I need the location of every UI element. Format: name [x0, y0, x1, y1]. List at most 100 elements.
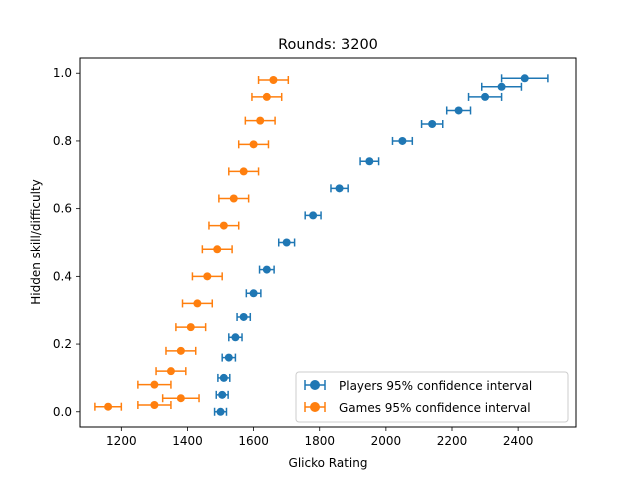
data-point: [244, 116, 276, 125]
point-marker: [282, 238, 291, 247]
data-point: [237, 140, 270, 149]
point-marker: [186, 323, 195, 332]
data-point: [137, 380, 172, 389]
data-point: [391, 136, 414, 145]
series-1: [94, 76, 290, 411]
point-marker: [454, 106, 463, 115]
point-marker: [176, 346, 185, 355]
data-point: [215, 390, 229, 399]
point-marker: [398, 136, 407, 145]
point-marker: [219, 373, 228, 382]
point-marker: [150, 400, 159, 409]
y-tick-label: 0.6: [53, 202, 72, 216]
point-marker: [219, 221, 228, 230]
data-point: [94, 402, 123, 411]
point-marker: [239, 312, 248, 321]
data-point: [175, 323, 207, 332]
point-marker: [229, 194, 238, 203]
data-point: [500, 74, 549, 83]
data-point: [304, 211, 322, 220]
point-marker: [428, 120, 437, 129]
y-axis-ticks: 0.0 0.2 0.4 0.6 0.8 1.0: [53, 66, 80, 419]
point-marker: [249, 140, 258, 149]
chart-title: Rounds: 3200: [278, 37, 378, 53]
y-tick-label: 0.2: [53, 337, 72, 351]
data-point: [161, 394, 200, 403]
point-marker: [262, 92, 271, 101]
x-axis-label: Glicko Rating: [289, 456, 368, 470]
point-marker: [218, 390, 227, 399]
data-point: [277, 238, 296, 247]
y-tick-label: 0.0: [53, 405, 72, 419]
data-point: [359, 157, 380, 166]
data-point: [155, 367, 187, 376]
point-marker: [213, 245, 222, 254]
data-point: [218, 194, 250, 203]
data-point: [467, 92, 503, 101]
data-point: [251, 92, 283, 101]
data-point: [228, 167, 260, 176]
point-marker: [365, 157, 374, 166]
data-point: [191, 272, 223, 281]
point-marker: [309, 211, 318, 220]
plot-frame: [79, 57, 577, 428]
legend-marker-players: [304, 380, 326, 390]
x-axis-ticks: 1200 1400 1600 1800 2000 2200 2400: [106, 427, 533, 448]
point-marker: [497, 82, 506, 91]
data-point: [258, 265, 275, 274]
point-marker: [269, 76, 278, 85]
data-point: [245, 289, 262, 298]
data-point: [481, 82, 523, 91]
point-marker: [520, 74, 529, 83]
legend-label-players: Players 95% confidence interval: [339, 379, 532, 393]
x-tick-label: 2200: [437, 434, 468, 448]
data-point: [137, 400, 172, 409]
legend: Players 95% confidence interval Games 95…: [295, 371, 569, 423]
data-marks: [94, 74, 549, 416]
series-0: [213, 74, 549, 416]
point-marker: [150, 380, 159, 389]
point-marker: [216, 407, 225, 416]
point-marker: [166, 367, 175, 376]
data-point: [228, 333, 243, 342]
point-marker: [224, 353, 233, 362]
point-marker: [249, 289, 258, 298]
point-marker: [193, 299, 202, 308]
y-tick-label: 0.8: [53, 134, 72, 148]
y-tick-label: 1.0: [53, 66, 72, 80]
data-point: [208, 221, 240, 230]
point-marker: [104, 402, 113, 411]
data-point: [257, 76, 290, 85]
legend-frame: [295, 371, 569, 423]
data-point: [201, 245, 233, 254]
point-marker: [262, 265, 271, 274]
data-point: [217, 373, 231, 382]
legend-marker-games: [304, 402, 326, 412]
data-point: [330, 184, 349, 193]
data-point: [213, 407, 228, 416]
legend-label-games: Games 95% confidence interval: [339, 401, 531, 415]
point-marker: [256, 116, 265, 125]
x-tick-label: 2000: [371, 434, 402, 448]
x-tick-label: 1800: [304, 434, 335, 448]
point-marker: [481, 92, 490, 101]
data-point: [236, 312, 252, 321]
point-marker: [176, 394, 185, 403]
data-point: [181, 299, 214, 308]
data-point: [221, 353, 237, 362]
data-point: [420, 120, 444, 129]
point-marker: [239, 167, 248, 176]
y-tick-label: 0.4: [53, 269, 72, 283]
x-tick-label: 1200: [106, 434, 137, 448]
x-tick-label: 1400: [172, 434, 203, 448]
data-point: [165, 346, 197, 355]
x-tick-label: 1600: [238, 434, 269, 448]
point-marker: [203, 272, 212, 281]
y-axis-label: Hidden skill/difficulty: [29, 179, 43, 305]
data-point: [445, 106, 472, 115]
x-tick-label: 2400: [503, 434, 534, 448]
point-marker: [231, 333, 240, 342]
point-marker: [335, 184, 344, 193]
